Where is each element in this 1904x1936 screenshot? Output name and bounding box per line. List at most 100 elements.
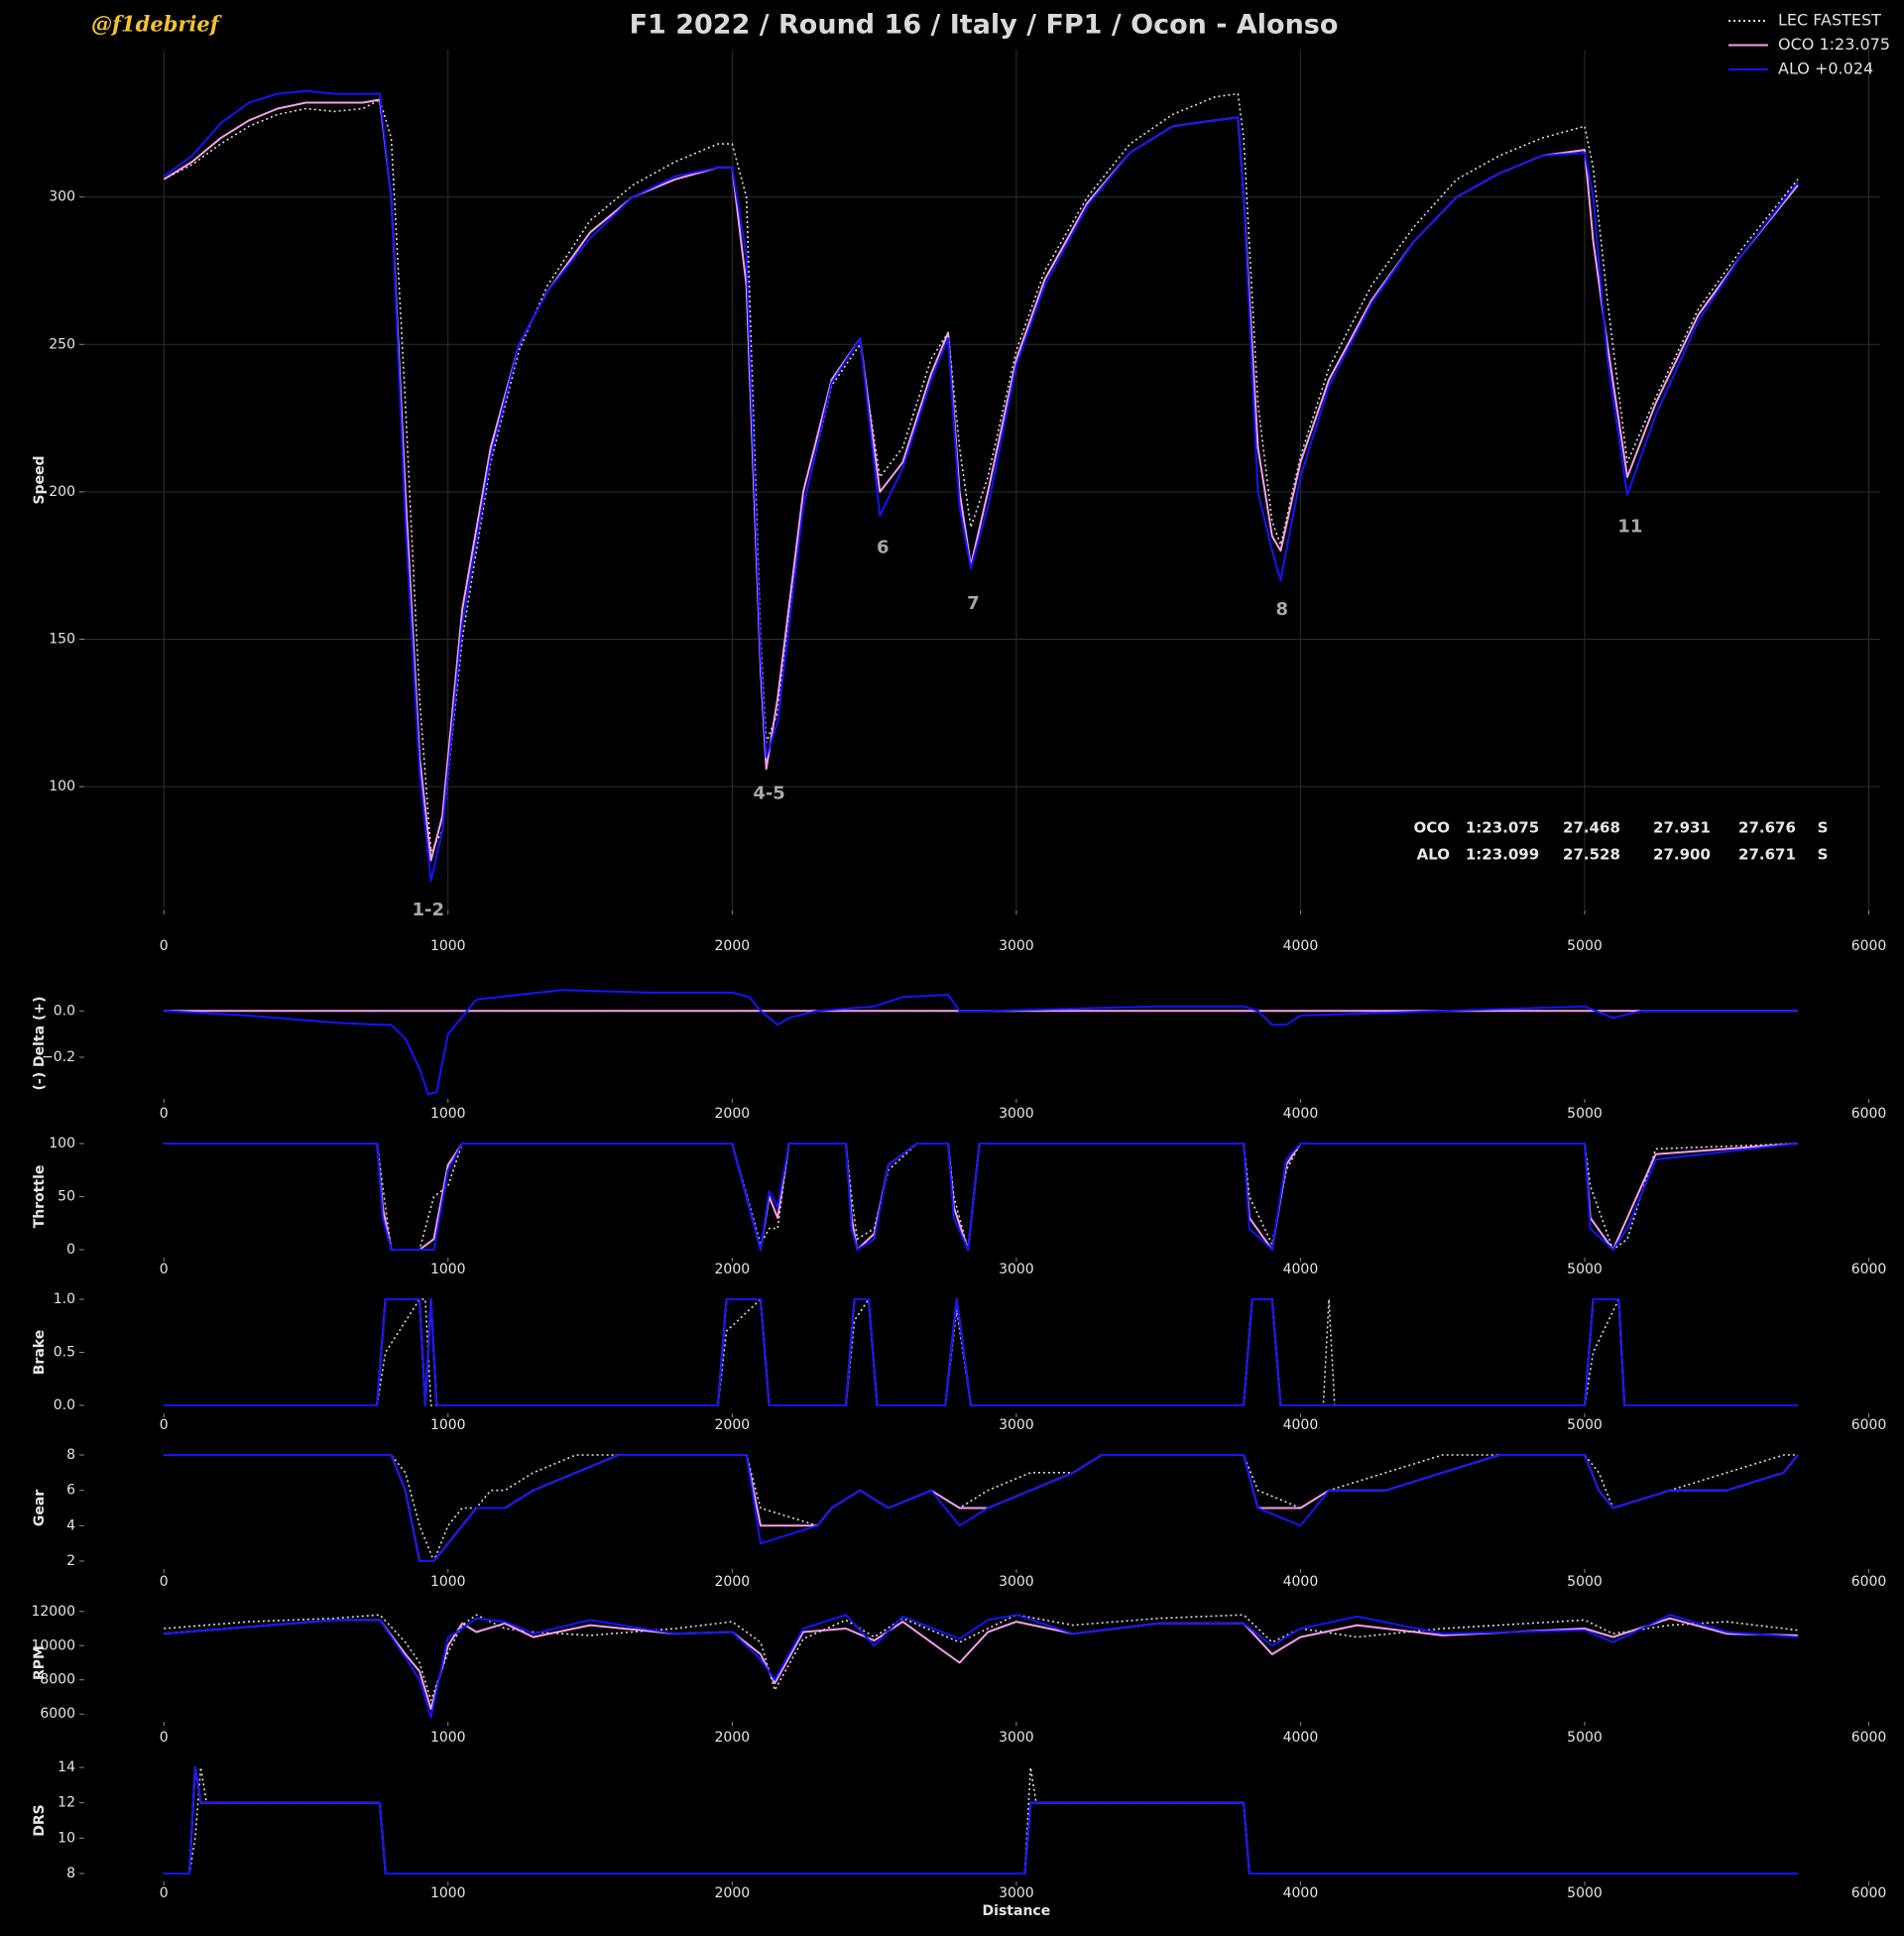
y-tick-label: 200: [49, 484, 75, 500]
x-tick-label: 6000: [1851, 1106, 1887, 1122]
table-cell: OCO: [1413, 819, 1450, 837]
series-line: [164, 1143, 1799, 1251]
y-tick-label: 8000: [40, 1672, 75, 1688]
x-tick-label: 4000: [1283, 1417, 1319, 1433]
series-line: [164, 989, 1798, 1096]
x-tick-label: 1000: [430, 1106, 466, 1122]
series-line: [163, 89, 1799, 883]
x-tick-label: 1000: [430, 1262, 466, 1277]
y-axis-label: Throttle: [32, 1165, 48, 1229]
x-tick-label: 0: [160, 1417, 169, 1433]
x-tick-label: 6000: [1851, 1262, 1887, 1277]
legend-label: ALO +0.024: [1778, 60, 1873, 78]
x-tick-label: 6000: [1851, 938, 1887, 954]
table-cell: 27.468: [1563, 819, 1620, 837]
y-tick-label: 2: [66, 1553, 75, 1569]
x-tick-label: 1000: [430, 1417, 466, 1433]
x-tick-label: 2000: [715, 1262, 751, 1277]
y-tick-label: 0.0: [54, 1003, 75, 1019]
x-tick-label: 3000: [999, 1885, 1034, 1901]
y-axis-label: RPM: [32, 1645, 48, 1680]
x-tick-label: 3000: [999, 1730, 1034, 1746]
series-line: [164, 1298, 1798, 1406]
x-tick-label: 1000: [430, 938, 466, 954]
x-tick-label: 2000: [715, 1574, 751, 1590]
x-tick-label: 5000: [1567, 1730, 1603, 1746]
x-tick-label: 0: [160, 1106, 169, 1122]
x-tick-label: 6000: [1851, 1730, 1887, 1746]
x-tick-label: 3000: [999, 1417, 1034, 1433]
x-tick-label: 0: [160, 1885, 169, 1901]
x-tick-label: 3000: [999, 1574, 1034, 1590]
series-line: [163, 92, 1799, 853]
x-tick-label: 4000: [1283, 938, 1319, 954]
series-line: [164, 1614, 1798, 1719]
x-tick-label: 3000: [999, 1106, 1034, 1122]
corner-label: 1-2: [412, 900, 444, 920]
legend-label: OCO 1:23.075: [1778, 35, 1890, 54]
x-tick-label: 5000: [1567, 1885, 1603, 1901]
x-tick-label: 6000: [1851, 1417, 1887, 1433]
y-tick-label: 100: [49, 779, 75, 794]
corner-label: 6: [877, 537, 890, 557]
y-tick-label: 300: [49, 189, 75, 205]
y-tick-label: 0: [66, 1242, 75, 1258]
x-tick-label: 0: [160, 938, 169, 954]
table-cell: 27.671: [1738, 846, 1796, 864]
x-tick-label: 4000: [1283, 1106, 1319, 1122]
y-tick-label: 50: [58, 1189, 75, 1205]
y-tick-label: −0.2: [42, 1049, 75, 1065]
corner-label: 4-5: [753, 784, 785, 804]
y-tick-label: 4: [66, 1517, 75, 1533]
x-tick-label: 6000: [1851, 1574, 1887, 1590]
x-tick-label: 5000: [1567, 1574, 1603, 1590]
y-tick-label: 100: [49, 1136, 75, 1151]
table-cell: 27.900: [1653, 846, 1711, 864]
x-tick-label: 0: [160, 1730, 169, 1746]
y-axis-label: DRS: [32, 1804, 48, 1836]
y-tick-label: 0.5: [54, 1345, 75, 1361]
table-cell: 1:23.099: [1466, 846, 1539, 864]
x-tick-label: 3000: [999, 938, 1034, 954]
corner-label: 7: [967, 593, 980, 614]
x-tick-label: 1000: [430, 1730, 466, 1746]
x-tick-label: 2000: [715, 1885, 751, 1901]
corner-label: 11: [1617, 517, 1642, 538]
y-tick-label: 10: [58, 1830, 75, 1846]
series-line: [164, 1298, 1798, 1406]
x-tick-label: 2000: [715, 1730, 751, 1746]
y-tick-label: 150: [49, 632, 75, 648]
table-cell: S: [1818, 819, 1829, 837]
y-tick-label: 6: [66, 1483, 75, 1499]
y-tick-label: 8: [66, 1866, 75, 1881]
chart-title: F1 2022 / Round 16 / Italy / FP1 / Ocon …: [630, 10, 1339, 41]
corner-label: 8: [1276, 599, 1289, 620]
table-cell: 27.931: [1653, 819, 1711, 837]
table-cell: 1:23.075: [1466, 819, 1539, 837]
x-tick-label: 4000: [1283, 1885, 1319, 1901]
y-tick-label: 12: [58, 1795, 75, 1811]
x-tick-label: 5000: [1567, 1106, 1603, 1122]
series-line: [163, 98, 1799, 862]
series-line: [164, 1766, 1798, 1875]
series-line: [164, 1143, 1798, 1251]
x-tick-label: 2000: [715, 1417, 751, 1433]
y-axis-label: Speed: [32, 455, 48, 504]
series-line: [164, 1143, 1798, 1251]
x-tick-label: 5000: [1567, 938, 1603, 954]
x-tick-label: 4000: [1283, 1574, 1319, 1590]
y-axis-label: (-) Delta (+): [32, 997, 48, 1091]
series-line: [164, 1766, 1798, 1875]
series-line: [164, 1617, 1798, 1711]
y-tick-label: 6000: [40, 1706, 75, 1722]
x-tick-label: 1000: [430, 1885, 466, 1901]
watermark: @f1debrief: [91, 12, 223, 37]
series-line: [164, 1298, 1798, 1406]
table-cell: ALO: [1417, 846, 1450, 864]
x-tick-label: 0: [160, 1574, 169, 1590]
y-tick-label: 14: [58, 1759, 75, 1775]
y-axis-label: Brake: [32, 1330, 48, 1375]
table-cell: 27.528: [1563, 846, 1620, 864]
y-axis-label: Gear: [32, 1490, 48, 1526]
x-tick-label: 0: [160, 1262, 169, 1277]
